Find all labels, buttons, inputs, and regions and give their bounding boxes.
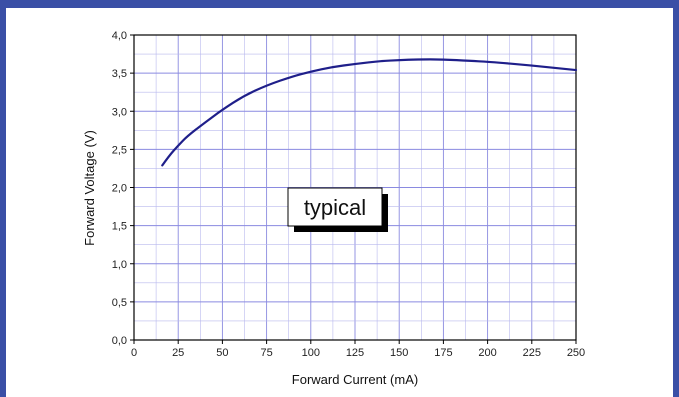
y-tick-label: 1,0: [112, 259, 127, 271]
right-border: [673, 0, 679, 397]
y-tick-label: 2,5: [112, 144, 127, 156]
x-tick-label: 125: [346, 347, 364, 359]
y-axis-title: Forward Voltage (V): [82, 130, 97, 246]
x-tick-label: 75: [260, 347, 272, 359]
x-tick-label: 175: [434, 347, 452, 359]
y-tick-label: 2,0: [112, 183, 127, 195]
y-tick-label: 3,5: [112, 68, 127, 80]
y-tick-label: 0,0: [112, 335, 127, 347]
x-tick-label: 100: [302, 347, 320, 359]
y-tick-label: 1,5: [112, 221, 127, 233]
x-axis-title: Forward Current (mA): [292, 372, 418, 387]
x-tick-label: 50: [216, 347, 228, 359]
header-bar: [0, 0, 679, 8]
y-tick-label: 4,0: [112, 30, 127, 42]
x-tick-label: 225: [523, 347, 541, 359]
series-line: [161, 58, 578, 167]
x-tick-label: 250: [567, 347, 585, 359]
y-tick-labels: 0,0 0,5 1,0 1,5 2,0 2,5 3,0 3,5 4,0: [112, 30, 127, 347]
typical-label: typical: [304, 195, 366, 220]
typical-label-box: typical: [287, 187, 388, 232]
tick-marks: [130, 34, 577, 344]
y-tick-label: 0,5: [112, 297, 127, 309]
y-tick-label: 3,0: [112, 106, 127, 118]
x-tick-label: 0: [131, 347, 137, 359]
x-tick-label: 25: [172, 347, 184, 359]
x-tick-label: 200: [478, 347, 496, 359]
x-tick-labels: 0 25 50 75 100 125 150 175 200 225 250: [131, 347, 585, 359]
x-tick-label: 150: [390, 347, 408, 359]
left-border: [0, 0, 6, 397]
typical-label-background: [287, 187, 383, 227]
